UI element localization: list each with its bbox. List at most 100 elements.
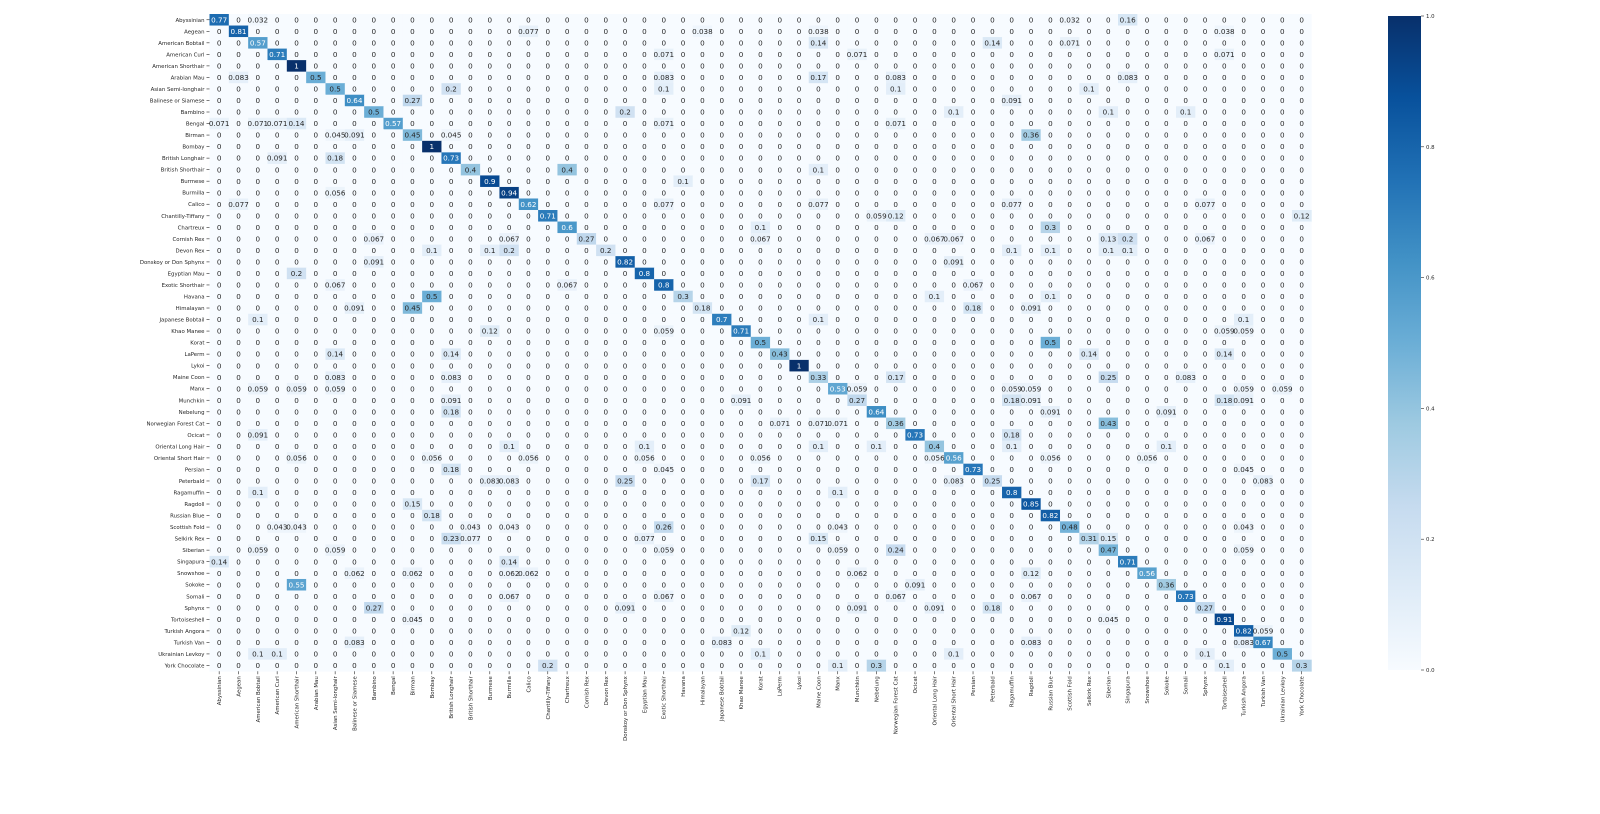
cell-value-label: 0 (913, 142, 918, 151)
cell-value-label: 0 (217, 154, 222, 163)
heatmap-cell (325, 94, 346, 107)
cell-value-label: 0 (256, 73, 261, 82)
heatmap-cell (1118, 163, 1138, 176)
cell-value-label: 0.77 (211, 15, 227, 24)
heatmap-cell (538, 94, 558, 107)
cell-value-label: 0 (835, 61, 840, 70)
heatmap-cell (1079, 37, 1100, 49)
heatmap-cell (267, 175, 288, 188)
cell-value-label: 0 (1106, 38, 1111, 47)
cell-value-label: 0 (1222, 200, 1227, 209)
cell-value-label: 0 (855, 304, 860, 313)
cell-value-label: 0 (661, 165, 666, 174)
cell-value-label: 0 (777, 96, 782, 105)
heatmap-cell (402, 129, 423, 142)
cell-value-label: 0 (932, 315, 937, 324)
heatmap-cell (1098, 14, 1119, 26)
cell-value-label: 0.14 (327, 350, 343, 359)
heatmap-cell (480, 163, 500, 176)
cell-value-label: 0 (507, 96, 512, 105)
cell-value-label: 0 (391, 15, 396, 24)
cell-value-label: 0 (758, 257, 763, 266)
cell-value-label: 0 (391, 61, 396, 70)
cell-value-label: 0 (681, 165, 686, 174)
heatmap-cell (228, 175, 249, 188)
cell-value-label: 0 (1106, 96, 1111, 105)
cell-value-label: 0 (217, 304, 222, 313)
cell-value-label: 0 (913, 15, 918, 24)
cell-value-label: 0 (1164, 315, 1169, 324)
cell-value-label: 0 (314, 38, 319, 47)
cell-value-label: 0 (1299, 292, 1304, 301)
cell-value-label: 0 (642, 50, 647, 59)
cell-value-label: 0 (816, 292, 821, 301)
cell-value-label: 0 (275, 38, 280, 47)
cell-value-label: 0 (1261, 85, 1266, 94)
cell-value-label: 0 (1280, 131, 1285, 140)
cell-value-label: 0 (217, 50, 222, 59)
cell-value-label: 0 (314, 165, 319, 174)
cell-value-label: 0 (603, 38, 608, 47)
heatmap-cell (634, 140, 655, 153)
cell-value-label: 0 (1106, 304, 1111, 313)
heatmap-cell (1002, 25, 1022, 38)
cell-value-label: 0.071 (885, 119, 906, 128)
cell-value-label: 0 (971, 131, 976, 140)
cell-value-label: 0 (1261, 257, 1266, 266)
heatmap-cell (441, 25, 462, 38)
cell-value-label: 0.1 (1103, 108, 1114, 117)
cell-value-label: 0 (1125, 108, 1130, 117)
cell-value-label: 0 (507, 223, 512, 232)
cell-value-label: 0 (913, 246, 918, 255)
cell-value-label: 0 (835, 361, 840, 370)
heatmap-cell (1233, 37, 1254, 49)
heatmap-cell (402, 37, 423, 49)
cell-value-label: 0.1 (755, 223, 766, 232)
cell-value-label: 0 (430, 304, 435, 313)
heatmap-cell (770, 48, 790, 61)
cell-value-label: 0 (855, 61, 860, 70)
cell-value-label: 0 (352, 50, 357, 59)
cell-value-label: 0 (719, 96, 724, 105)
heatmap-cell (1021, 94, 1042, 107)
cell-value-label: 0 (893, 257, 898, 266)
cell-value-label: 0 (1183, 177, 1188, 186)
heatmap-cell (944, 71, 964, 84)
cell-value-label: 0 (1203, 131, 1208, 140)
cell-value-label: 0 (661, 154, 666, 163)
heatmap-cell (866, 186, 887, 199)
cell-value-label: 0 (932, 85, 937, 94)
heatmap-cell (750, 48, 771, 61)
heatmap-cell (441, 94, 462, 107)
heatmap-cell (1079, 94, 1100, 107)
cell-value-label: 0 (507, 350, 512, 359)
cell-value-label: 0.94 (501, 188, 517, 197)
cell-value-label: 0 (623, 38, 628, 47)
cell-value-label: 0 (739, 73, 744, 82)
heatmap-cell (1233, 25, 1254, 38)
heatmap-cell (924, 175, 945, 188)
cell-value-label: 0 (256, 96, 261, 105)
heatmap-cell (480, 140, 500, 153)
cell-value-label: 0 (719, 142, 724, 151)
heatmap-cell (1233, 152, 1254, 165)
cell-value-label: 0 (430, 338, 435, 347)
cell-value-label: 0 (1009, 15, 1014, 24)
cell-value-label: 0 (275, 315, 280, 324)
cell-value-label: 0 (449, 304, 454, 313)
cell-value-label: 0 (1280, 200, 1285, 209)
cell-value-label: 0 (913, 315, 918, 324)
heatmap-cell (383, 175, 404, 188)
cell-value-label: 0 (855, 154, 860, 163)
heatmap-cell (248, 60, 268, 73)
heatmap-cell (886, 37, 906, 49)
heatmap-cell (1098, 117, 1119, 130)
cell-value-label: 0 (236, 304, 241, 313)
heatmap-cell (731, 117, 752, 130)
cell-value-label: 0 (584, 165, 589, 174)
cell-value-label: 0 (545, 234, 550, 243)
cell-value-label: 0 (236, 315, 241, 324)
heatmap-cell (209, 117, 230, 130)
heatmap-cell (828, 140, 848, 153)
heatmap-cell (654, 83, 674, 96)
